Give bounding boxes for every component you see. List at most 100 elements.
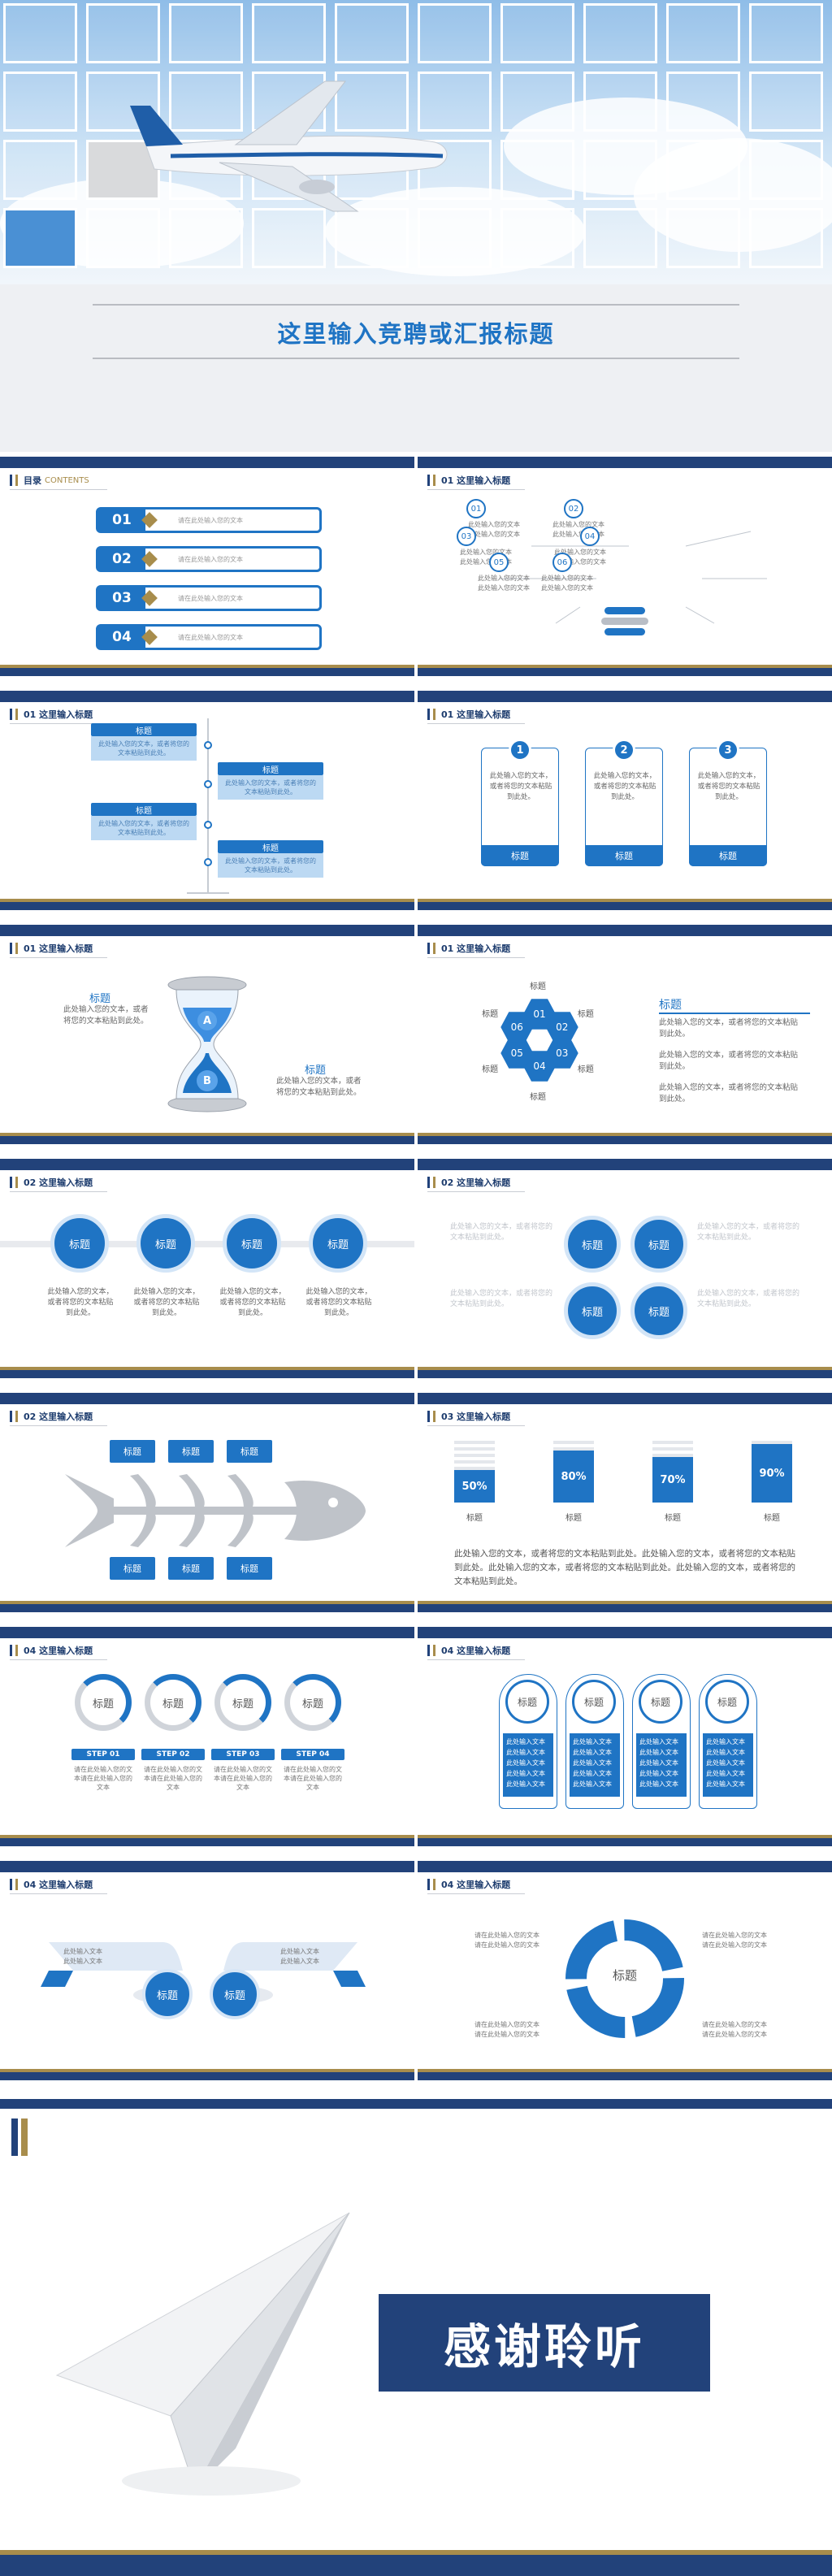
card-text: 此处输入您的文本，或者将您的文本粘贴到此处。 bbox=[489, 772, 552, 801]
pillar-text: 此处输入文本 bbox=[706, 1770, 745, 1777]
pillar-text-box: 此处输入文本 此处输入文本 此处输入文本 此处输入文本 此处输入文本 bbox=[503, 1733, 553, 1797]
bar-fill bbox=[752, 1444, 792, 1503]
pillar-text: 此处输入文本 bbox=[706, 1738, 745, 1746]
pillar-text: 此处输入文本 bbox=[573, 1780, 612, 1788]
bottom-bar bbox=[0, 668, 414, 676]
hexagon: 05 bbox=[500, 1038, 534, 1069]
pillar-text: 此处输入文本 bbox=[639, 1759, 678, 1767]
bar-value: 50% bbox=[462, 1480, 488, 1493]
step-text: 请在此处输入您的文本请在此处输入您的文本 bbox=[284, 1766, 342, 1791]
body-text: 此处输入您的文本，或者将您的文本粘贴到此处。此处输入您的文本，或者将您的文本粘贴… bbox=[454, 1549, 795, 1586]
toc-item[interactable]: 01 请在此处输入您的文本 bbox=[96, 507, 322, 533]
photo-tile bbox=[500, 72, 574, 132]
label-right: 标题 bbox=[305, 1065, 327, 1077]
ring-text: 请在此处输入您的文本 bbox=[474, 1941, 540, 1949]
card-number: 2 bbox=[613, 739, 635, 761]
title-circle: 标题 bbox=[309, 1214, 367, 1273]
ribbon-circle-right: 标题 bbox=[210, 1969, 260, 2019]
photo-tile bbox=[3, 208, 77, 268]
node-text: 此处输入您的文本 bbox=[554, 549, 606, 556]
step-text: 请在此处输入您的文本请在此处输入您的文本 bbox=[74, 1766, 132, 1791]
ribbon-text: 此处输入文本 bbox=[280, 1948, 319, 1955]
photo-tile bbox=[418, 3, 492, 63]
card-number: 1 bbox=[509, 739, 531, 761]
node-text: 此处输入您的文本 bbox=[552, 531, 604, 538]
bar-fill bbox=[454, 1470, 495, 1503]
slide-percent-bars: 03 这里输入标题 50% 标题 80% 标题 70% 标题 90% 标题 此处输入您的文本，… bbox=[418, 1393, 832, 1612]
toc-item[interactable]: 02 请在此处输入您的文本 bbox=[96, 546, 322, 572]
photo-tile bbox=[169, 3, 243, 63]
slide-heading: 01 这里输入标题 bbox=[10, 707, 93, 722]
hourglass-icon bbox=[167, 976, 247, 1112]
progress-ring: 标题 bbox=[145, 1674, 202, 1731]
hex-label: 标题 bbox=[482, 1065, 499, 1074]
bar-value: 70% bbox=[660, 1473, 686, 1486]
pillar-text: 此处输入文本 bbox=[573, 1749, 612, 1756]
paper-plane-icon bbox=[55, 2212, 350, 2496]
slide-heading: 01 这里输入标题 bbox=[10, 941, 93, 956]
photo-tile bbox=[583, 208, 657, 268]
node-text: 此处输入您的文本 bbox=[460, 558, 512, 566]
slide-heading: 04 这里输入标题 bbox=[427, 1877, 510, 1892]
node-circle: 05 bbox=[489, 553, 509, 572]
bar-fill bbox=[652, 1457, 693, 1503]
slide-pillars: 04 这里输入标题 标题 此处输入文本 此处输入文本 此处输入文本 此处输入文本 此处输入… bbox=[418, 1627, 832, 1846]
toc-item[interactable]: 03 请在此处输入您的文本 bbox=[96, 585, 322, 611]
slide-circle-grid: 02 这里输入标题 标题 标题 标题 标题 此处输入您的文本，或者将您的文本粘贴到此处。… bbox=[418, 1159, 832, 1378]
slide-timeline: 01 这里输入标题 标题 此处输入您的文本，或者将您的文本粘贴到此处。 标题 此处输入… bbox=[0, 691, 414, 910]
ring-text: 请在此处输入您的文本 bbox=[702, 2031, 767, 2038]
toc-item[interactable]: 04 请在此处输入您的文本 bbox=[96, 624, 322, 650]
photo-tile bbox=[666, 72, 740, 132]
title-circle: 标题 bbox=[630, 1282, 687, 1339]
step-text: 请在此处输入您的文本请在此处输入您的文本 bbox=[214, 1766, 272, 1791]
bar-value: 90% bbox=[759, 1467, 785, 1480]
stack-bar bbox=[601, 618, 648, 625]
pillar: 标题 此处输入文本 此处输入文本 此处输入文本 此处输入文本 此处输入文本 bbox=[632, 1674, 691, 1809]
pillar-text: 此处输入文本 bbox=[506, 1738, 545, 1746]
photo-tile bbox=[335, 208, 409, 268]
side-text: 此处输入您的文本，或者将您的文本粘贴到此处。 bbox=[659, 1083, 799, 1104]
slide-steps: 04 这里输入标题 标题 STEP 01 请在此处输入您的文本请在此处输入您的文本 标… bbox=[0, 1627, 414, 1846]
photo-tile bbox=[749, 3, 823, 63]
pillar: 标题 此处输入文本 此处输入文本 此处输入文本 此处输入文本 此处输入文本 bbox=[699, 1674, 757, 1809]
title-slide: 这里输入竞聘或汇报标题 bbox=[0, 0, 832, 452]
ring-text: 请在此处输入您的文本 bbox=[702, 1932, 767, 1939]
slide-heading: 03 这里输入标题 bbox=[427, 1409, 510, 1424]
pillar-text: 此处输入文本 bbox=[573, 1759, 612, 1767]
node-circle: 04 bbox=[580, 527, 600, 546]
photo-tile bbox=[666, 208, 740, 268]
toc-number: 04 bbox=[98, 627, 145, 648]
slide-heading: 04 这里输入标题 bbox=[10, 1877, 93, 1892]
side-title: 标题 bbox=[659, 999, 682, 1012]
slide-heading: 04 这里输入标题 bbox=[10, 1643, 93, 1658]
toc-text: 请在此处输入您的文本 bbox=[178, 634, 243, 641]
photo-tile bbox=[252, 208, 326, 268]
bar-label: 标题 bbox=[665, 1513, 681, 1523]
ring-text: 请在此处输入您的文本 bbox=[702, 2021, 767, 2028]
timeline-dot bbox=[204, 780, 212, 788]
info-card: 2 此处输入您的文本，或者将您的文本粘贴到此处。 标题 bbox=[585, 739, 663, 866]
photo-tile bbox=[583, 140, 657, 200]
photo-tile bbox=[500, 208, 574, 268]
info-card: 3 此处输入您的文本，或者将您的文本粘贴到此处。 标题 bbox=[689, 739, 767, 866]
toc-text: 请在此处输入您的文本 bbox=[178, 595, 243, 602]
ribbon-shapes bbox=[41, 1942, 366, 2003]
pillar-text: 此处输入文本 bbox=[639, 1770, 678, 1777]
pillar-circle: 标题 bbox=[639, 1680, 682, 1724]
title-circle: 标题 bbox=[223, 1214, 281, 1273]
hourglass-label-a: A bbox=[202, 1014, 212, 1027]
photo-tile bbox=[252, 3, 326, 63]
faded-text: 此处输入您的文本，或者将您的文本粘贴到此处。 bbox=[450, 1290, 553, 1308]
photo-tile bbox=[169, 72, 243, 132]
step-label: STEP 02 bbox=[141, 1749, 205, 1760]
hex-label: 标题 bbox=[577, 1065, 594, 1074]
timeline-dot bbox=[204, 821, 212, 829]
fishbone-label-top: 标题 bbox=[110, 1440, 155, 1463]
step-label: STEP 04 bbox=[281, 1749, 344, 1760]
stack-bar bbox=[604, 628, 645, 635]
top-bar bbox=[0, 457, 414, 468]
slide-three-cards: 01 这里输入标题 1 此处输入您的文本，或者将您的文本粘贴到此处。 标题 2 此处输入… bbox=[418, 691, 832, 910]
stack-bar bbox=[604, 607, 645, 614]
segmented-ring bbox=[566, 1919, 684, 2038]
pillar-text: 此处输入文本 bbox=[506, 1780, 545, 1788]
